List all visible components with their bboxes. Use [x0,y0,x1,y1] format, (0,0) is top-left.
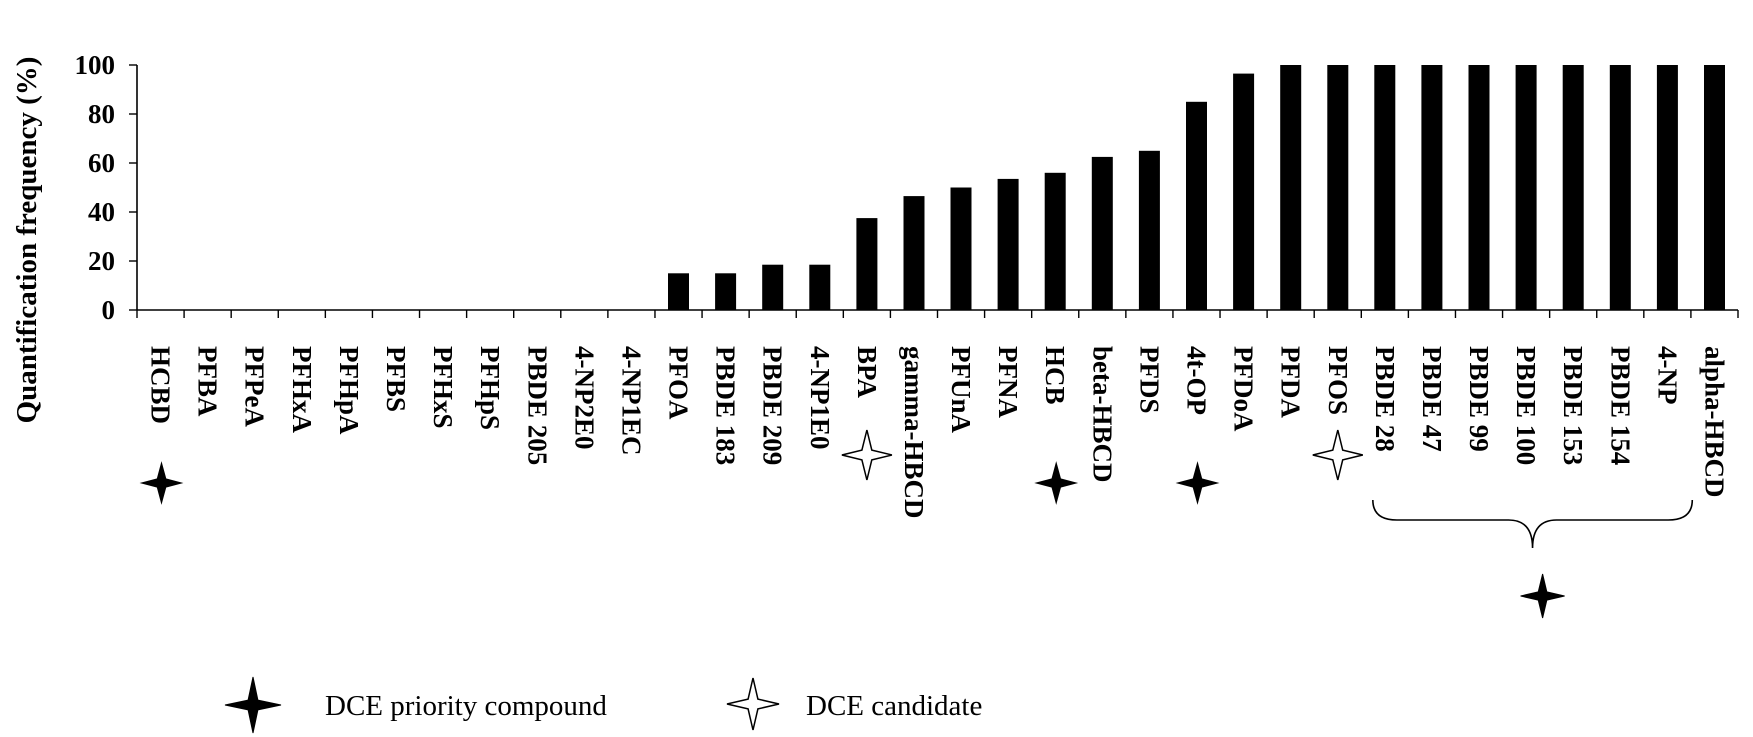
category-label: beta-HBCD [1087,346,1117,483]
category-label: PFHxS [428,346,458,429]
category-label: PFDS [1134,346,1164,414]
category-label: PFOS [1323,346,1353,415]
category-label: PFHxA [287,346,317,433]
bar [1233,73,1255,310]
category-label: HCBD [146,346,176,424]
category-label: PBDE 205 [522,346,552,465]
filled-star-shape [224,676,282,734]
category-label: PFPeA [240,346,270,427]
category-label: 4-NP1E0 [805,346,835,450]
bar [856,218,878,310]
y-tick-label: 80 [88,99,115,129]
bar [1468,65,1490,310]
category-label: PBDE 183 [711,346,741,465]
legend-item-candidate: DCE candidate [726,677,982,731]
category-label: PFBA [193,346,223,417]
category-label: HCB [1040,346,1070,405]
category-label: PBDE 153 [1558,346,1588,465]
bar [950,187,972,310]
category-label: PBDE 209 [758,346,788,465]
category-label: PBDE 99 [1464,346,1494,452]
category-label: 4t-OP [1182,346,1212,415]
legend-label-priority: DCE priority compound [325,690,607,722]
axes [136,65,1739,318]
group-bracket [1372,499,1694,549]
bar [762,264,784,310]
bar [1656,65,1678,310]
category-label: 4-NP [1652,346,1682,404]
bar [1280,65,1302,310]
bar [903,196,925,310]
bar [1374,65,1396,310]
legend: DCE priority compound DCE candidate [224,676,982,734]
hollow-star-icon [726,677,780,731]
category-label: PFNA [993,346,1023,418]
category-label: 4-NP1EC [616,346,646,456]
legend-label-candidate: DCE candidate [806,690,982,722]
category-label: PFHpS [475,346,505,430]
category-label: PFOA [664,346,694,420]
y-ticks: 0 20 40 60 80 100 [75,50,137,325]
y-tick-label: 100 [75,50,116,80]
y-tick-label: 0 [102,295,116,325]
filled-star-icon [224,676,282,734]
y-axis-label: Quantification frequency (%) [11,57,43,424]
filled-star-icon [1175,461,1220,505]
x-tick-labels: HCBD PFBA PFPeA PFHxA PFHpA PFBS PFHxS PFHpS PBD… [146,346,1730,518]
bars [668,65,1725,311]
category-label: PFBS [381,346,411,412]
filled-star-icon [139,461,184,505]
bar [1609,65,1631,310]
category-label: PFDoA [1229,346,1259,432]
bar [809,264,831,310]
category-label: PBDE 100 [1511,346,1541,465]
compound-markers [139,429,1694,619]
filled-star-icon [1034,461,1079,505]
bar [997,178,1019,310]
bar [1044,172,1066,310]
bar [1515,65,1537,310]
category-label: PFDA [1276,346,1306,418]
filled-star-icon [1520,573,1565,619]
bar [1421,65,1443,310]
bar [1138,150,1160,311]
category-label: 4-NP2E0 [569,346,599,450]
y-tick-label: 60 [88,148,115,178]
bar [1562,65,1584,310]
bar [1704,65,1725,310]
bar [715,273,737,311]
category-label: PBDE 47 [1417,346,1447,452]
category-label: PBDE 28 [1370,346,1400,452]
category-label: gamma-HBCD [899,346,929,518]
bar [1091,156,1113,310]
category-label: PBDE 154 [1605,346,1635,465]
hollow-star-shape [726,677,780,731]
bar [1327,65,1349,310]
category-label: alpha-HBCD [1700,346,1730,498]
legend-item-priority: DCE priority compound [224,676,607,734]
category-label: BPA [852,346,882,398]
hollow-star-icon [841,429,893,481]
y-tick-label: 40 [88,197,115,227]
hollow-star-icon [1312,429,1363,481]
category-label: PFUnA [946,346,976,434]
y-tick-label: 20 [88,246,115,276]
bar [1186,101,1207,311]
category-label: PFHpA [334,346,364,435]
bar [668,273,689,311]
